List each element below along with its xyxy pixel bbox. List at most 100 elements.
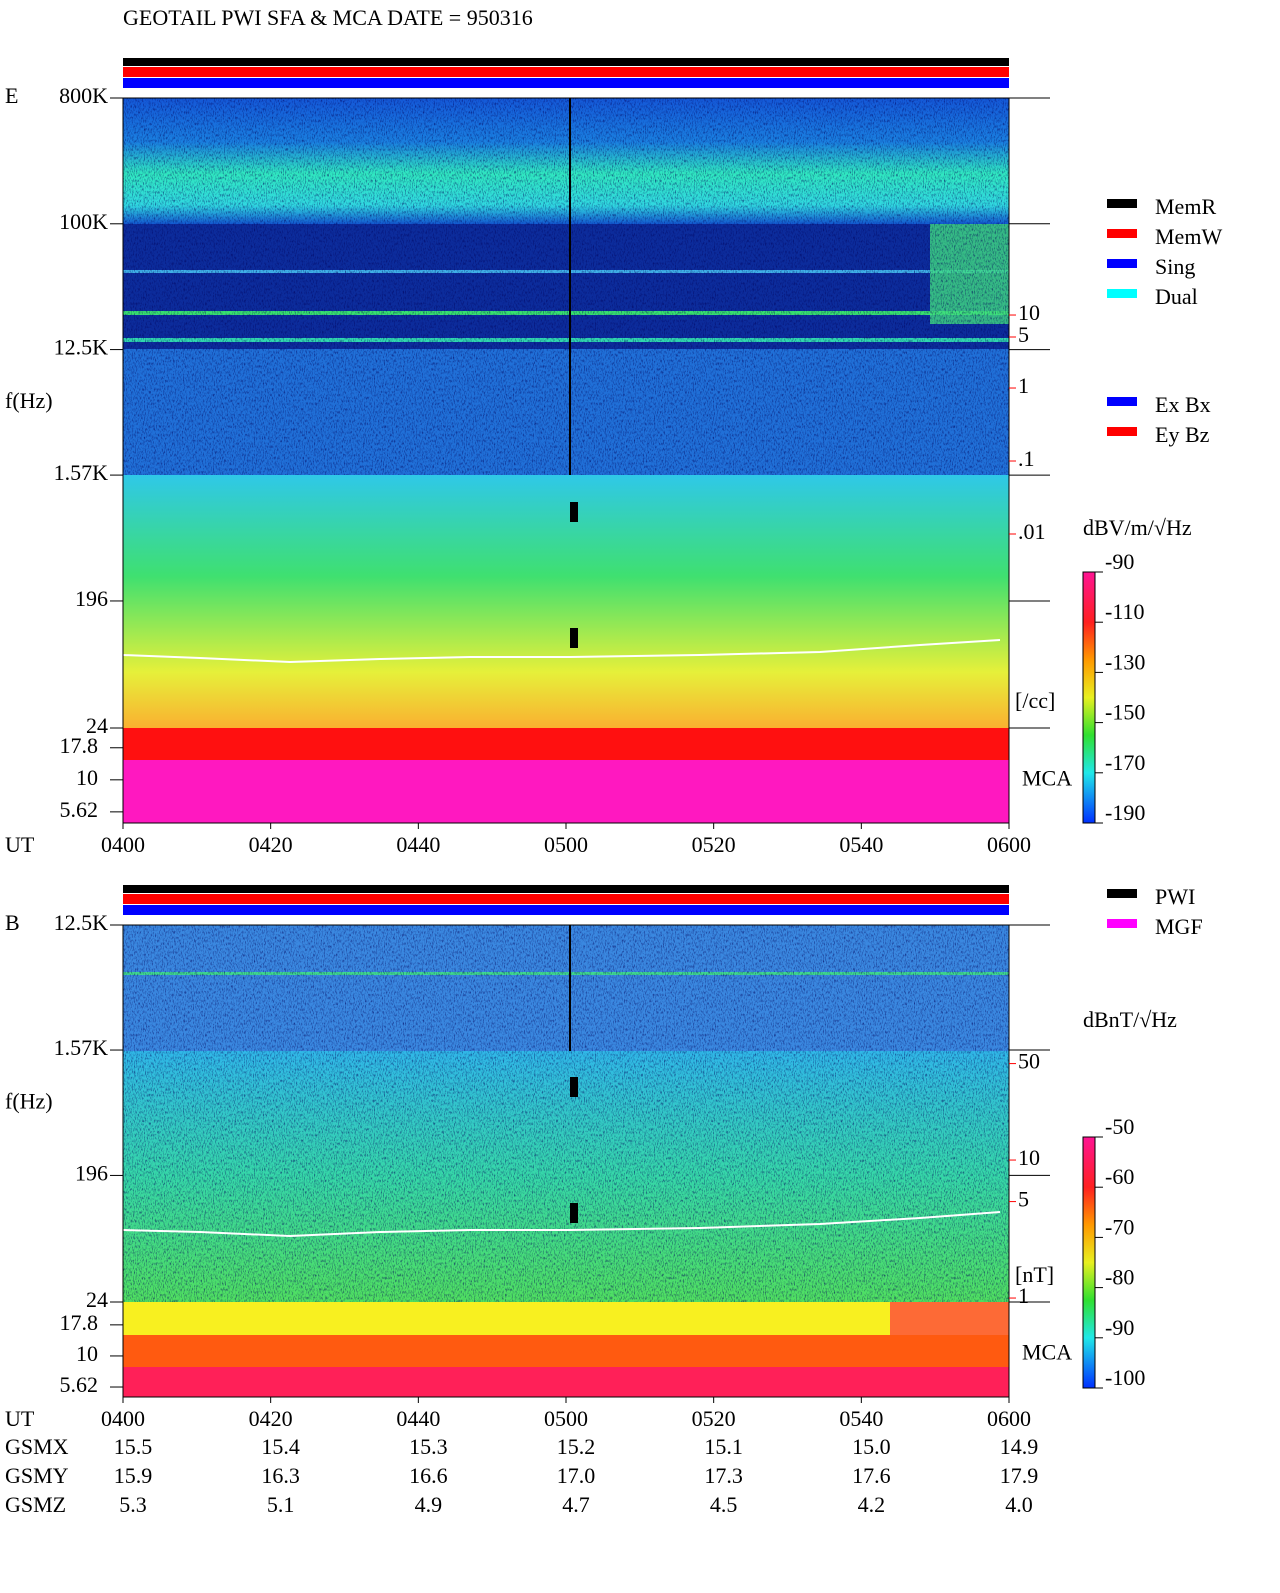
orbit-value: 4.5 [710,1492,738,1517]
mca-tick-label: 10 [76,1341,98,1366]
x-tick-label: 0540 [839,1406,883,1431]
orbit-value: 15.1 [704,1434,743,1459]
figure-title: GEOTAIL PWI SFA & MCA DATE = 950316 [123,5,533,30]
orbit-value: 15.4 [261,1434,300,1459]
y2-axis-label: [/cc] [1015,688,1055,713]
colorbar-tick-label: -100 [1105,1365,1145,1390]
colorbar-label: dBV/m/√Hz [1083,515,1192,540]
y2-tick-label: 50 [1018,1049,1040,1074]
colorbar-label: dBnT/√Hz [1083,1007,1177,1032]
y2-tick-label: .01 [1018,519,1046,544]
orbit-value: 16.3 [261,1463,300,1488]
orbit-value: 4.0 [1005,1492,1033,1517]
y2-tick-label: 10 [1018,1145,1040,1170]
x-tick-label: 0520 [692,1406,736,1431]
y-tick-label: 196 [75,586,108,611]
legend-swatch [1107,289,1137,298]
y2-tick-label: 10 [1018,300,1040,325]
orbit-value: 14.9 [1000,1434,1039,1459]
orbit-value: 15.2 [557,1434,596,1459]
orbit-value: 4.9 [415,1492,443,1517]
orbit-value: 15.5 [114,1434,153,1459]
y-tick-label: 12.5K [54,335,109,360]
colorbar-tick-label: -90 [1105,1315,1134,1340]
x-tick-label: 0440 [396,1406,440,1431]
panel-label: B [5,910,20,935]
legend-label: Dual [1155,284,1198,309]
orbit-value: 15.0 [852,1434,891,1459]
x-tick-label: 0420 [249,832,293,857]
y2-tick-label: .1 [1018,446,1035,471]
orbit-value: 5.1 [267,1492,295,1517]
colorbar-tick-label: -60 [1105,1164,1134,1189]
orbit-label: GSMX [5,1434,69,1459]
colorbar-tick-label: -90 [1105,549,1134,574]
x-tick-label: 0540 [839,832,883,857]
y-axis-label: f(Hz) [5,1089,53,1114]
orbit-value: 17.3 [704,1463,743,1488]
colorbar-tick-label: -110 [1105,599,1145,624]
colorbar-tick-label: -130 [1105,649,1145,674]
orbit-value: 15.9 [114,1463,153,1488]
colorbar-tick-label: -150 [1105,700,1145,725]
colorbar-tick-label: -80 [1105,1265,1134,1290]
legend-label: PWI [1155,884,1195,909]
orbit-value: 4.2 [858,1492,886,1517]
legend-label: Ey Bz [1155,422,1210,447]
legend-swatch [1107,229,1137,238]
legend-swatch [1107,199,1137,208]
mca-label: MCA [1022,766,1072,791]
y-tick-label: 1.57K [54,460,109,485]
mca-tick-label: 10 [76,765,98,790]
orbit-value: 17.0 [557,1463,596,1488]
legend-swatch [1107,397,1137,406]
x-tick-label: 0500 [544,1406,588,1431]
x-tick-label: 0500 [544,832,588,857]
colorbar [1082,571,1096,824]
orbit-value: 16.6 [409,1463,448,1488]
panel-label: E [5,83,18,108]
x-tick-label: 0600 [987,832,1031,857]
legend-label: MemR [1155,194,1216,219]
x-tick-label: 0400 [101,832,145,857]
y2-tick-label: 1 [1018,373,1029,398]
legend-swatch [1107,919,1137,928]
x-tick-label: 0520 [692,832,736,857]
mca-tick-label: 17.8 [60,733,99,758]
e-spectrogram [122,58,1010,824]
orbit-label: GSMY [5,1463,69,1488]
colorbar-tick-label: -190 [1105,800,1145,825]
orbit-value: 5.3 [119,1492,147,1517]
orbit-label: GSMZ [5,1492,66,1517]
x-axis-label: UT [5,832,35,857]
legend-swatch [1107,259,1137,268]
x-axis-label: UT [5,1406,35,1431]
y-tick-label: 24 [86,1287,108,1312]
y-tick-label: 100K [59,209,108,234]
y2-tick-label: 5 [1018,322,1029,347]
legend-swatch [1107,889,1137,898]
legend-label: Sing [1155,254,1195,279]
mca-tick-label: 17.8 [60,1310,99,1335]
mca-tick-label: 5.62 [60,1372,99,1397]
colorbar [1082,1136,1096,1389]
orbit-value: 17.6 [852,1463,891,1488]
y-tick-label: 800K [59,83,108,108]
mca-label: MCA [1022,1340,1072,1365]
colorbar-tick-label: -50 [1105,1114,1134,1139]
orbit-value: 15.3 [409,1434,448,1459]
x-tick-label: 0400 [101,1406,145,1431]
colorbar-tick-label: -70 [1105,1214,1134,1239]
y-tick-label: 196 [75,1160,108,1185]
b-spectrogram [122,885,1010,1398]
orbit-value: 17.9 [1000,1463,1039,1488]
x-tick-label: 0440 [396,832,440,857]
y-tick-label: 24 [86,713,108,738]
y2-axis-label: [nT] [1015,1262,1054,1287]
y2-tick-label: 5 [1018,1187,1029,1212]
x-tick-label: 0600 [987,1406,1031,1431]
legend-label: Ex Bx [1155,392,1211,417]
colorbar-tick-label: -170 [1105,750,1145,775]
legend-label: MemW [1155,224,1222,249]
